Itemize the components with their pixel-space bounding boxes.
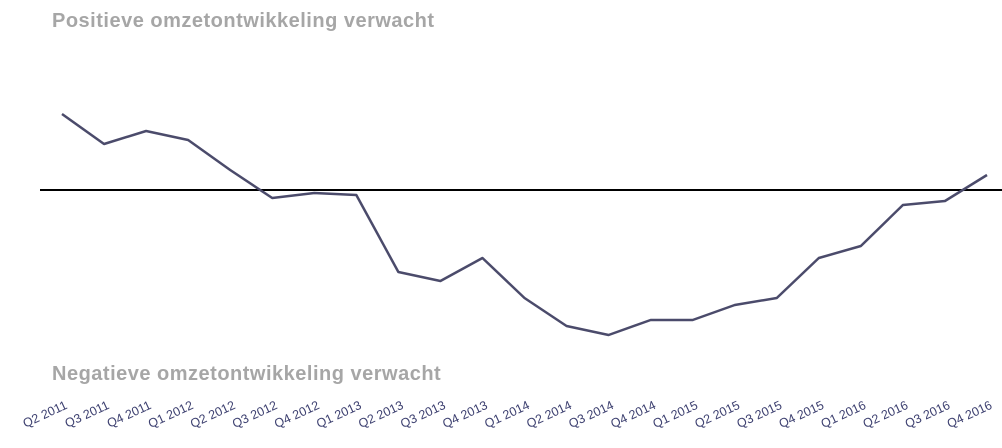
x-tick-label: Q1 2012 bbox=[146, 398, 195, 431]
x-tick-label: Q1 2013 bbox=[314, 398, 363, 431]
data-line bbox=[61, 112, 988, 337]
x-tick-label: Q4 2013 bbox=[440, 398, 489, 431]
x-tick-label: Q2 2015 bbox=[693, 398, 742, 431]
x-tick-label: Q2 2014 bbox=[524, 398, 573, 431]
x-tick-label: Q1 2016 bbox=[819, 398, 868, 431]
x-tick-label: Q2 2013 bbox=[356, 398, 405, 431]
x-tick-label: Q3 2014 bbox=[566, 398, 615, 431]
x-tick-label: Q3 2013 bbox=[398, 398, 447, 431]
x-tick-label: Q3 2011 bbox=[63, 398, 112, 431]
x-tick-label: Q2 2012 bbox=[188, 398, 237, 431]
x-tick-label: Q4 2016 bbox=[945, 398, 994, 431]
x-tick-label: Q1 2014 bbox=[482, 398, 531, 431]
x-tick-label: Q4 2014 bbox=[609, 398, 658, 431]
x-tick-label: Q1 2015 bbox=[651, 398, 700, 431]
annotation: Negatieve omzetontwikkeling verwacht bbox=[52, 363, 441, 385]
x-tick-label: Q3 2015 bbox=[735, 398, 784, 431]
annotation: Positieve omzetontwikkeling verwacht bbox=[52, 10, 435, 32]
x-tick-label: Q3 2012 bbox=[230, 398, 279, 431]
x-tick-label: Q4 2011 bbox=[105, 398, 154, 431]
x-tick-label: Q4 2015 bbox=[777, 398, 826, 431]
x-tick-label: Q2 2011 bbox=[21, 398, 70, 431]
x-tick-label: Q4 2012 bbox=[272, 398, 321, 431]
x-tick-label: Q2 2016 bbox=[861, 398, 910, 431]
x-tick-label: Q3 2016 bbox=[903, 398, 952, 431]
